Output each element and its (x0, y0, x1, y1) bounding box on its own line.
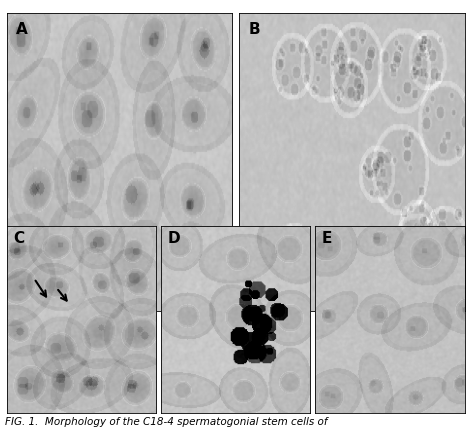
Text: D: D (167, 232, 180, 246)
Text: B: B (248, 22, 260, 38)
Text: A: A (16, 22, 28, 38)
Text: FIG. 1.  Morphology of the C18-4 spermatogonial stem cells of: FIG. 1. Morphology of the C18-4 spermato… (5, 417, 327, 426)
Text: C: C (13, 232, 24, 246)
Text: E: E (321, 232, 331, 246)
